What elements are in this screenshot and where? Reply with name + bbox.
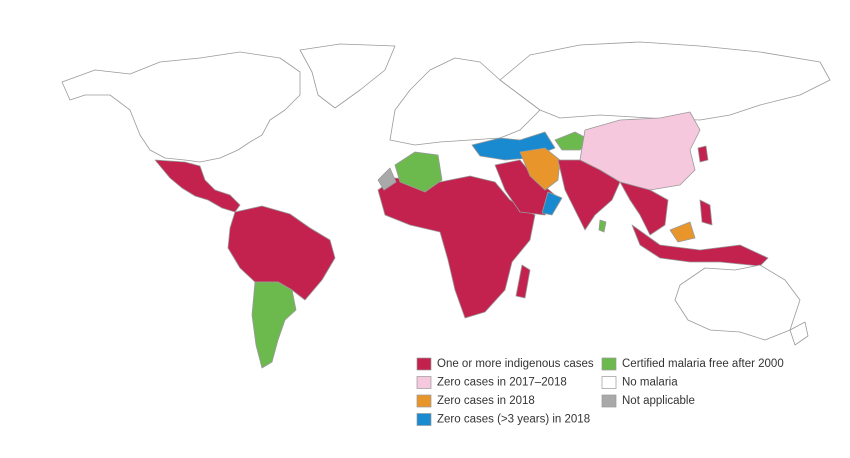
legend-label: Zero cases in 2017–2018 <box>437 377 567 389</box>
malaysia <box>669 221 696 243</box>
philippines <box>699 199 713 226</box>
southern-cone <box>251 281 297 369</box>
legend-swatch <box>601 357 617 371</box>
legend-swatch <box>601 394 617 408</box>
australia <box>674 264 801 341</box>
legend-label: Zero cases in 2018 <box>437 395 535 407</box>
north-asia <box>499 41 831 121</box>
legend-label: One or more indigenous cases <box>437 358 594 370</box>
legend-label: No malaria <box>622 377 678 389</box>
legend-swatch <box>601 376 617 389</box>
world-map <box>61 41 831 369</box>
legend-swatch <box>416 357 432 371</box>
oman <box>541 191 563 216</box>
algeria <box>394 151 443 193</box>
legend-label: Not applicable <box>622 395 695 407</box>
north-america <box>61 51 301 163</box>
south-america <box>227 205 336 301</box>
legend: One or more indigenous cases Zero cases i… <box>416 357 784 426</box>
central-america <box>154 159 241 213</box>
legend-swatch <box>416 413 432 426</box>
new-zealand <box>789 321 809 346</box>
madagascar <box>515 264 531 299</box>
south-asia <box>557 159 621 231</box>
southeast-asia <box>619 181 669 236</box>
iran <box>519 147 561 191</box>
greenland <box>299 43 396 109</box>
africa <box>377 175 536 319</box>
legend-swatch <box>416 394 432 408</box>
korea <box>697 145 709 163</box>
sri-lanka <box>598 219 607 233</box>
legend-label: Certified malaria free after 2000 <box>622 358 784 370</box>
western-sahara <box>377 167 397 191</box>
legend-swatch <box>416 376 432 389</box>
legend-label: Zero cases (>3 years) in 2018 <box>437 414 590 426</box>
